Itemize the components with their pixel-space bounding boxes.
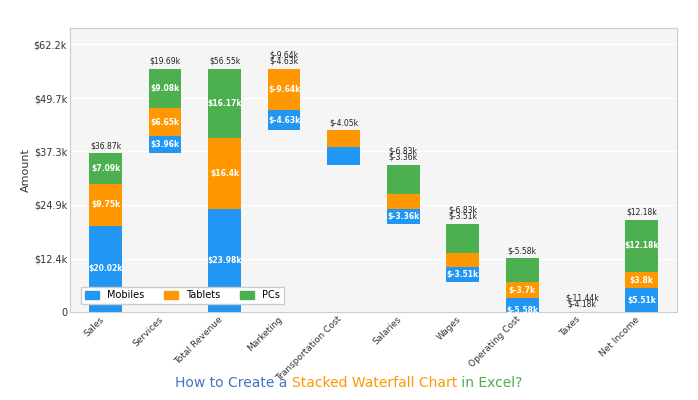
Text: $6.65k: $6.65k xyxy=(151,118,179,126)
Text: $3.8k: $3.8k xyxy=(630,276,653,285)
Bar xyxy=(387,224,419,312)
Text: $-6.83k: $-6.83k xyxy=(389,146,417,156)
Bar xyxy=(268,110,301,130)
Text: $19.69k: $19.69k xyxy=(149,57,181,66)
Text: $-3.36k: $-3.36k xyxy=(389,153,418,162)
Text: How to Create a: How to Create a xyxy=(175,376,292,390)
Text: $-3.7k: $-3.7k xyxy=(509,286,536,295)
Text: $-3.51k: $-3.51k xyxy=(448,212,477,221)
Bar xyxy=(208,138,241,209)
Text: $-5.58k: $-5.58k xyxy=(507,246,537,256)
Bar xyxy=(327,148,360,165)
Text: $-4.05k: $-4.05k xyxy=(329,118,358,127)
Text: $-3.36k: $-3.36k xyxy=(387,212,419,221)
Bar xyxy=(565,362,598,380)
Text: in Excel?: in Excel? xyxy=(457,376,523,390)
Text: Stacked Waterfall Chart: Stacked Waterfall Chart xyxy=(292,376,457,390)
Bar xyxy=(89,226,122,312)
Text: $16.17k: $16.17k xyxy=(207,99,242,108)
Y-axis label: Amount: Amount xyxy=(21,148,31,192)
Bar xyxy=(446,224,479,253)
Bar xyxy=(268,69,301,110)
Bar xyxy=(89,153,122,184)
Text: $12.18k: $12.18k xyxy=(624,241,659,250)
Bar xyxy=(446,253,479,267)
Text: $-4.18k: $-4.18k xyxy=(567,300,596,309)
Bar xyxy=(208,209,241,312)
Text: $16.4k: $16.4k xyxy=(210,169,239,178)
Bar xyxy=(327,165,360,312)
Text: $3.96k: $3.96k xyxy=(151,140,179,149)
Text: $23.98k: $23.98k xyxy=(207,256,242,265)
Text: $5.51k: $5.51k xyxy=(627,296,656,305)
Bar xyxy=(446,267,479,282)
Text: $-4.63k: $-4.63k xyxy=(268,116,300,125)
Text: $-3.51k: $-3.51k xyxy=(447,270,479,280)
Text: $9.75k: $9.75k xyxy=(91,200,120,209)
Bar xyxy=(506,312,539,322)
Text: $-11.44k: $-11.44k xyxy=(565,294,599,302)
Bar xyxy=(506,298,539,322)
Bar xyxy=(149,69,181,108)
Bar xyxy=(208,69,241,138)
Bar xyxy=(387,165,419,194)
Bar xyxy=(565,312,598,380)
Text: $7.09k: $7.09k xyxy=(91,164,120,173)
Bar xyxy=(506,258,539,282)
Bar xyxy=(625,272,658,288)
Text: $36.87k: $36.87k xyxy=(90,141,121,150)
Text: $-9.64k: $-9.64k xyxy=(268,85,300,94)
Bar xyxy=(268,130,301,312)
Bar xyxy=(387,194,419,209)
Bar xyxy=(327,130,360,148)
Text: $-4.63k: $-4.63k xyxy=(269,57,299,66)
Text: $20.02k: $20.02k xyxy=(89,264,123,274)
Bar xyxy=(506,282,539,298)
Text: $12.18k: $12.18k xyxy=(626,208,657,216)
Bar xyxy=(625,220,658,272)
Text: $-6.83k: $-6.83k xyxy=(448,205,477,214)
Text: $-5.58k: $-5.58k xyxy=(506,306,538,315)
Bar xyxy=(387,209,419,224)
Bar xyxy=(89,184,122,226)
Bar xyxy=(565,321,598,344)
Bar xyxy=(565,344,598,362)
Bar xyxy=(149,136,181,153)
Legend: Mobiles, Tablets, PCs: Mobiles, Tablets, PCs xyxy=(81,286,284,304)
Bar xyxy=(446,282,479,312)
Bar xyxy=(625,288,658,312)
Bar xyxy=(149,108,181,136)
Text: $9.08k: $9.08k xyxy=(151,84,179,93)
Text: $56.55k: $56.55k xyxy=(209,57,240,66)
Bar xyxy=(149,153,181,312)
Text: $-9.64k: $-9.64k xyxy=(269,50,299,59)
